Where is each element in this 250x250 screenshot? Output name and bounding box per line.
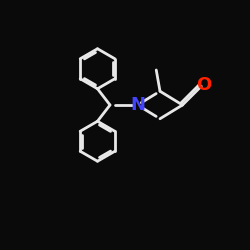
- Text: N: N: [130, 96, 145, 114]
- Text: O: O: [196, 76, 212, 94]
